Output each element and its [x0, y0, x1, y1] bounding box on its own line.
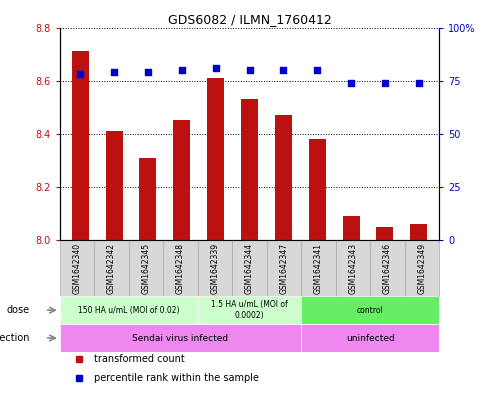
Bar	[232, 240, 267, 296]
Bar	[60, 324, 301, 352]
Text: GSM1642340: GSM1642340	[73, 242, 82, 294]
Text: GSM1642348: GSM1642348	[176, 242, 185, 294]
Bar	[60, 296, 198, 324]
Bar	[207, 78, 224, 240]
Text: GSM1642339: GSM1642339	[211, 242, 220, 294]
Bar	[343, 216, 360, 240]
Title: GDS6082 / ILMN_1760412: GDS6082 / ILMN_1760412	[168, 13, 331, 26]
Text: GSM1642345: GSM1642345	[142, 242, 151, 294]
Bar	[173, 120, 190, 240]
Point	[381, 79, 389, 86]
Bar	[60, 240, 94, 296]
Bar	[72, 51, 89, 240]
Text: GSM1642343: GSM1642343	[348, 242, 357, 294]
Text: 150 HA u/mL (MOI of 0.02): 150 HA u/mL (MOI of 0.02)	[78, 306, 180, 315]
Point	[347, 79, 355, 86]
Bar	[198, 296, 301, 324]
Bar	[94, 240, 129, 296]
Point	[313, 67, 321, 73]
Bar	[336, 240, 370, 296]
Text: infection: infection	[0, 333, 29, 343]
Text: 1.5 HA u/mL (MOI of
0.0002): 1.5 HA u/mL (MOI of 0.0002)	[211, 301, 288, 320]
Point	[144, 69, 152, 75]
Text: uninfected: uninfected	[346, 334, 395, 343]
Text: GSM1642349: GSM1642349	[417, 242, 426, 294]
Bar	[370, 240, 405, 296]
Text: Sendai virus infected: Sendai virus infected	[133, 334, 229, 343]
Point	[415, 79, 423, 86]
Point	[110, 69, 118, 75]
Point	[246, 67, 253, 73]
Bar	[309, 139, 326, 240]
Bar	[163, 240, 198, 296]
Bar	[267, 240, 301, 296]
Text: control: control	[357, 306, 384, 315]
Bar	[301, 296, 439, 324]
Bar	[376, 226, 393, 240]
Bar	[301, 240, 336, 296]
Bar	[410, 224, 427, 240]
Text: GSM1642341: GSM1642341	[314, 242, 323, 294]
Point	[279, 67, 287, 73]
Text: dose: dose	[6, 305, 29, 315]
Bar	[301, 324, 439, 352]
Text: GSM1642347: GSM1642347	[279, 242, 288, 294]
Bar	[129, 240, 163, 296]
Text: transformed count: transformed count	[94, 354, 185, 364]
Bar	[139, 158, 156, 240]
Bar	[405, 240, 439, 296]
Bar	[106, 131, 123, 240]
Bar	[275, 115, 292, 240]
Point	[212, 65, 220, 71]
Text: GSM1642342: GSM1642342	[107, 242, 116, 294]
Bar	[198, 240, 232, 296]
Bar	[241, 99, 258, 240]
Point	[76, 71, 84, 77]
Text: percentile rank within the sample: percentile rank within the sample	[94, 373, 259, 382]
Point	[178, 67, 186, 73]
Text: GSM1642346: GSM1642346	[383, 242, 392, 294]
Text: GSM1642344: GSM1642344	[245, 242, 254, 294]
